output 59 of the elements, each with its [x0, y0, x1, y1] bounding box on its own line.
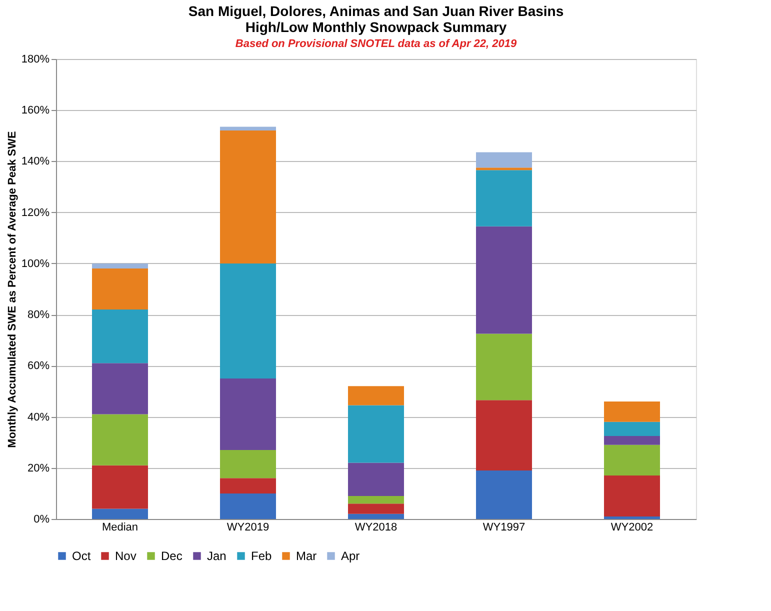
bar [92, 508, 148, 519]
bar [220, 126, 276, 131]
bar [604, 516, 660, 519]
legend-label: Feb [251, 549, 272, 563]
bar [476, 470, 532, 519]
bar [348, 514, 404, 519]
y-tick-label: 40% [27, 411, 50, 424]
y-tick-label: 0% [34, 514, 50, 526]
y-axis-title: Monthly Accumulated SWE as Percent of Average Peak SWE [6, 131, 18, 448]
y-tick-label: 80% [27, 309, 50, 322]
bar [604, 444, 660, 476]
chart-subtitle: Based on Provisional SNOTEL data as of Apr 22, 2019 [235, 38, 518, 50]
y-tick-label: 100% [21, 258, 50, 270]
x-tick-label: WY2018 [354, 522, 398, 534]
legend-label: Nov [115, 549, 136, 563]
y-tick-label: 120% [21, 206, 50, 219]
bar [220, 130, 276, 264]
legend-label: Mar [296, 549, 317, 563]
bar [220, 378, 276, 450]
legend-label: Oct [72, 549, 92, 563]
bar [604, 422, 660, 436]
bar [92, 309, 148, 364]
y-tick-label: 140% [21, 156, 50, 168]
bar [476, 226, 532, 334]
bar [348, 405, 404, 463]
bar [92, 414, 148, 466]
bar [92, 465, 148, 509]
bar [220, 493, 276, 519]
legend-label: Dec [161, 549, 182, 563]
bar [220, 263, 276, 378]
y-tick-label: 20% [27, 462, 50, 474]
y-tick-label: 160% [21, 104, 50, 117]
y-tick-label: 180% [21, 54, 50, 66]
bar [348, 496, 404, 504]
bar [92, 268, 148, 310]
bar [476, 152, 532, 168]
bar [220, 478, 276, 494]
bar [348, 386, 404, 406]
legend-label: Jan [207, 549, 226, 563]
text: San Miguel, Dolores, Animas and San Juan River Basins [188, 3, 564, 19]
bar [220, 450, 276, 478]
text: High/Low Monthly Snowpack Summary [245, 19, 507, 35]
bar [604, 476, 660, 516]
bar [92, 263, 148, 269]
bar [476, 170, 532, 226]
x-tick-label: WY2002 [610, 522, 654, 534]
legend-label: Apr [341, 549, 360, 563]
y-tick-label: 60% [27, 360, 50, 372]
bar [476, 400, 532, 470]
bar [604, 401, 660, 422]
bar [476, 168, 532, 170]
bar [604, 436, 660, 445]
x-tick-label: Median [102, 522, 138, 534]
bar [348, 462, 404, 496]
bar [476, 334, 532, 400]
x-tick-label: WY1997 [482, 522, 526, 534]
x-tick-label: WY2019 [226, 522, 270, 534]
bar [348, 504, 404, 514]
bar [92, 363, 148, 414]
